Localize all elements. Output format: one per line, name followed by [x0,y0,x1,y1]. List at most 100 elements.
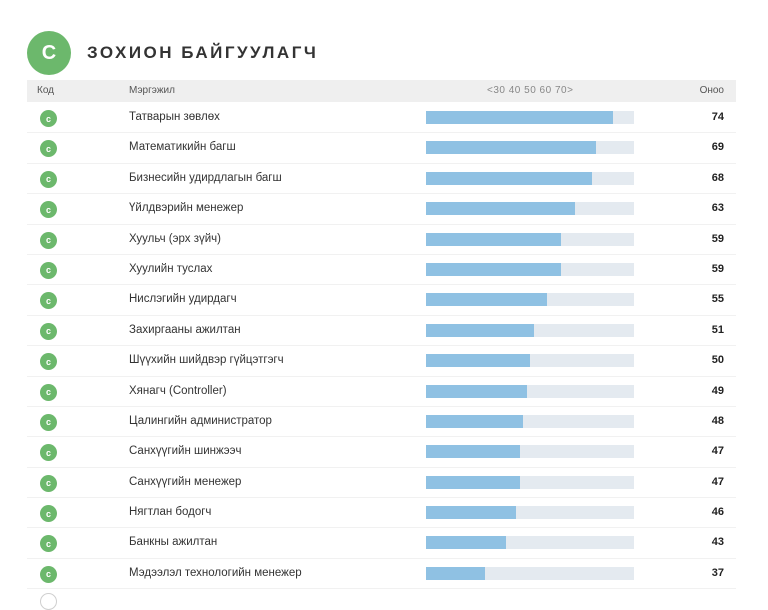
table-row: c Хянагч (Controller) 49 [27,377,736,407]
category-label: Банкны ажилтан [129,536,218,549]
table-header: Код Мэргэжил <30 40 50 60 70> Оноо [27,80,736,102]
bar-track [426,141,634,155]
bar [426,414,524,428]
category-label: Хянагч (Controller) [129,384,227,397]
category-label: Бизнесийн удирдлагын багш [129,171,282,184]
category-label: Нислэгийн удирдагч [129,293,237,306]
row-code-badge: c [40,231,57,249]
bar-track [426,354,634,368]
column-header-profession: Мэргэжил [129,85,175,96]
data-label: 55 [711,293,724,306]
table-row: c Санхүүгийн менежер 47 [27,468,736,499]
data-label: 50 [711,354,724,367]
data-label: 48 [711,414,724,427]
bar-track [426,323,634,337]
category-label: Цалингийн администратор [129,414,272,427]
bar-track [426,202,634,216]
table-row: c Шүүхийн шийдвэр гүйцэтгэгч 50 [27,346,736,377]
table-row: c Цалингийн администратор 48 [27,407,736,438]
scale-tick-labels: <30 40 50 60 70> [487,85,574,96]
data-label: 69 [711,141,724,154]
table-row: c Татварын зөвлөх 74 [27,103,736,134]
row-code-badge: c [40,201,57,219]
category-badge: C [27,31,71,75]
partial-row-badge [40,593,57,610]
table-row: c Банкны ажилтан 43 [27,528,736,559]
data-label: 59 [711,262,724,275]
bar [426,475,520,489]
bar-track [426,536,634,550]
category-label: Хуулийн туслах [129,262,213,275]
bar [426,566,485,580]
bar [426,354,530,368]
bar [426,293,548,307]
category-label: Хуульч (эрх зүйч) [129,232,221,245]
row-code-badge: c [40,535,57,553]
category-label: Шүүхийн шийдвэр гүйцэтгэгч [129,354,284,367]
row-code-badge: c [40,261,57,279]
row-code-badge: c [40,474,57,492]
bar [426,445,520,459]
data-label: 46 [711,506,724,519]
category-label: Захиргааны ажилтан [129,323,241,336]
row-code-badge: c [40,140,57,158]
row-code-badge: c [40,170,57,188]
bar-track [426,566,634,580]
row-code-badge: c [40,444,57,462]
row-code-badge: c [40,413,57,431]
row-code-badge: c [40,322,57,340]
bar-track [426,293,634,307]
category-label: Санхүүгийн шинжээч [129,445,242,458]
bar-chart-rows: c Татварын зөвлөх 74 c Математикийн багш 69 c Б… [27,103,736,590]
table-row: c Захиргааны ажилтан 51 [27,316,736,347]
data-label: 37 [711,566,724,579]
category-label: Нягтлан бодогч [129,506,212,519]
table-row: c Нислэгийн удирдагч 55 [27,285,736,316]
bar [426,536,506,550]
row-code-badge: c [40,292,57,310]
table-row: c Хуулийн туслах 59 [27,255,736,286]
row-code-badge: c [40,505,57,523]
data-label: 49 [711,384,724,397]
row-code-badge: c [40,110,57,127]
bar-track [426,414,634,428]
bar [426,202,576,216]
row-code-badge: c [40,383,57,401]
category-label: Мэдээлэл технологийн менежер [129,566,302,579]
bar-track [426,445,634,459]
table-row: c Үйлдвэрийн менежер 63 [27,194,736,225]
bar [426,111,614,124]
data-label: 68 [711,171,724,184]
page-title: ЗОХИОН БАЙГУУЛАГЧ [87,43,319,62]
header: C ЗОХИОН БАЙГУУЛАГЧ [27,30,318,76]
table-row: c Мэдээлэл технологийн менежер 37 [27,559,736,590]
category-label: Математикийн багш [129,141,236,154]
data-label: 51 [711,323,724,336]
bar [426,384,527,398]
bar [426,323,534,337]
column-header-score: Оноо [699,85,724,96]
bar-track [426,384,634,398]
data-label: 74 [711,111,724,123]
bar-track [426,475,634,489]
row-code-badge: c [40,353,57,371]
table-row: c Нягтлан бодогч 46 [27,498,736,529]
table-row: c Хуульч (эрх зүйч) 59 [27,225,736,255]
bar [426,171,593,185]
table-row: c Математикийн багш 69 [27,133,736,164]
table-row: c Санхүүгийн шинжээч 47 [27,437,736,468]
bar [426,506,517,520]
column-header-code: Код [37,85,55,96]
bar-track [426,262,634,276]
bar-track [426,506,634,520]
data-label: 47 [711,475,724,488]
category-label: Үйлдвэрийн менежер [129,202,244,215]
bar-track [426,111,634,124]
bar [426,262,562,276]
data-label: 47 [711,445,724,458]
category-label: Санхүүгийн менежер [129,475,242,488]
table-row: c Бизнесийн удирдлагын багш 68 [27,164,736,195]
category-label: Татварын зөвлөх [129,111,220,123]
bar-track [426,171,634,185]
data-label: 59 [711,232,724,245]
